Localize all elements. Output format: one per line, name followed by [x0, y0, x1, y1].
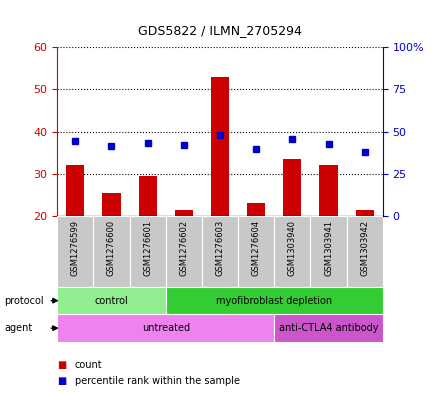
Text: count: count [75, 360, 103, 371]
Bar [283, 159, 301, 216]
Bar [311, 216, 347, 287]
Bar [57, 314, 274, 342]
Text: control: control [95, 296, 128, 306]
Bar [274, 314, 383, 342]
Bar [247, 204, 265, 216]
Bar [139, 176, 157, 216]
Bar [57, 287, 166, 314]
Text: protocol: protocol [4, 296, 44, 306]
Bar [175, 210, 193, 216]
Text: anti-CTLA4 antibody: anti-CTLA4 antibody [279, 323, 378, 333]
Text: agent: agent [4, 323, 33, 333]
Bar [166, 287, 383, 314]
Text: ■: ■ [57, 376, 66, 386]
Text: GSM1303942: GSM1303942 [360, 220, 369, 275]
Text: untreated: untreated [142, 323, 190, 333]
Bar [274, 216, 311, 287]
Bar [211, 77, 229, 216]
Text: percentile rank within the sample: percentile rank within the sample [75, 376, 240, 386]
Text: GSM1303941: GSM1303941 [324, 220, 333, 275]
Text: GSM1276603: GSM1276603 [216, 220, 224, 276]
Text: GDS5822 / ILMN_2705294: GDS5822 / ILMN_2705294 [138, 24, 302, 37]
Bar [238, 216, 274, 287]
Bar [202, 216, 238, 287]
Bar [347, 216, 383, 287]
Text: myofibroblast depletion: myofibroblast depletion [216, 296, 332, 306]
Bar [93, 216, 129, 287]
Bar [103, 193, 121, 216]
Text: ■: ■ [57, 360, 66, 371]
Bar [356, 210, 374, 216]
Text: GSM1276604: GSM1276604 [252, 220, 260, 276]
Bar [66, 165, 84, 216]
Text: GSM1276600: GSM1276600 [107, 220, 116, 276]
Bar [166, 216, 202, 287]
Text: GSM1276599: GSM1276599 [71, 220, 80, 275]
Text: GSM1303940: GSM1303940 [288, 220, 297, 275]
Text: GSM1276602: GSM1276602 [180, 220, 188, 276]
Bar [319, 165, 337, 216]
Text: GSM1276601: GSM1276601 [143, 220, 152, 276]
Bar [57, 216, 93, 287]
Bar [129, 216, 166, 287]
